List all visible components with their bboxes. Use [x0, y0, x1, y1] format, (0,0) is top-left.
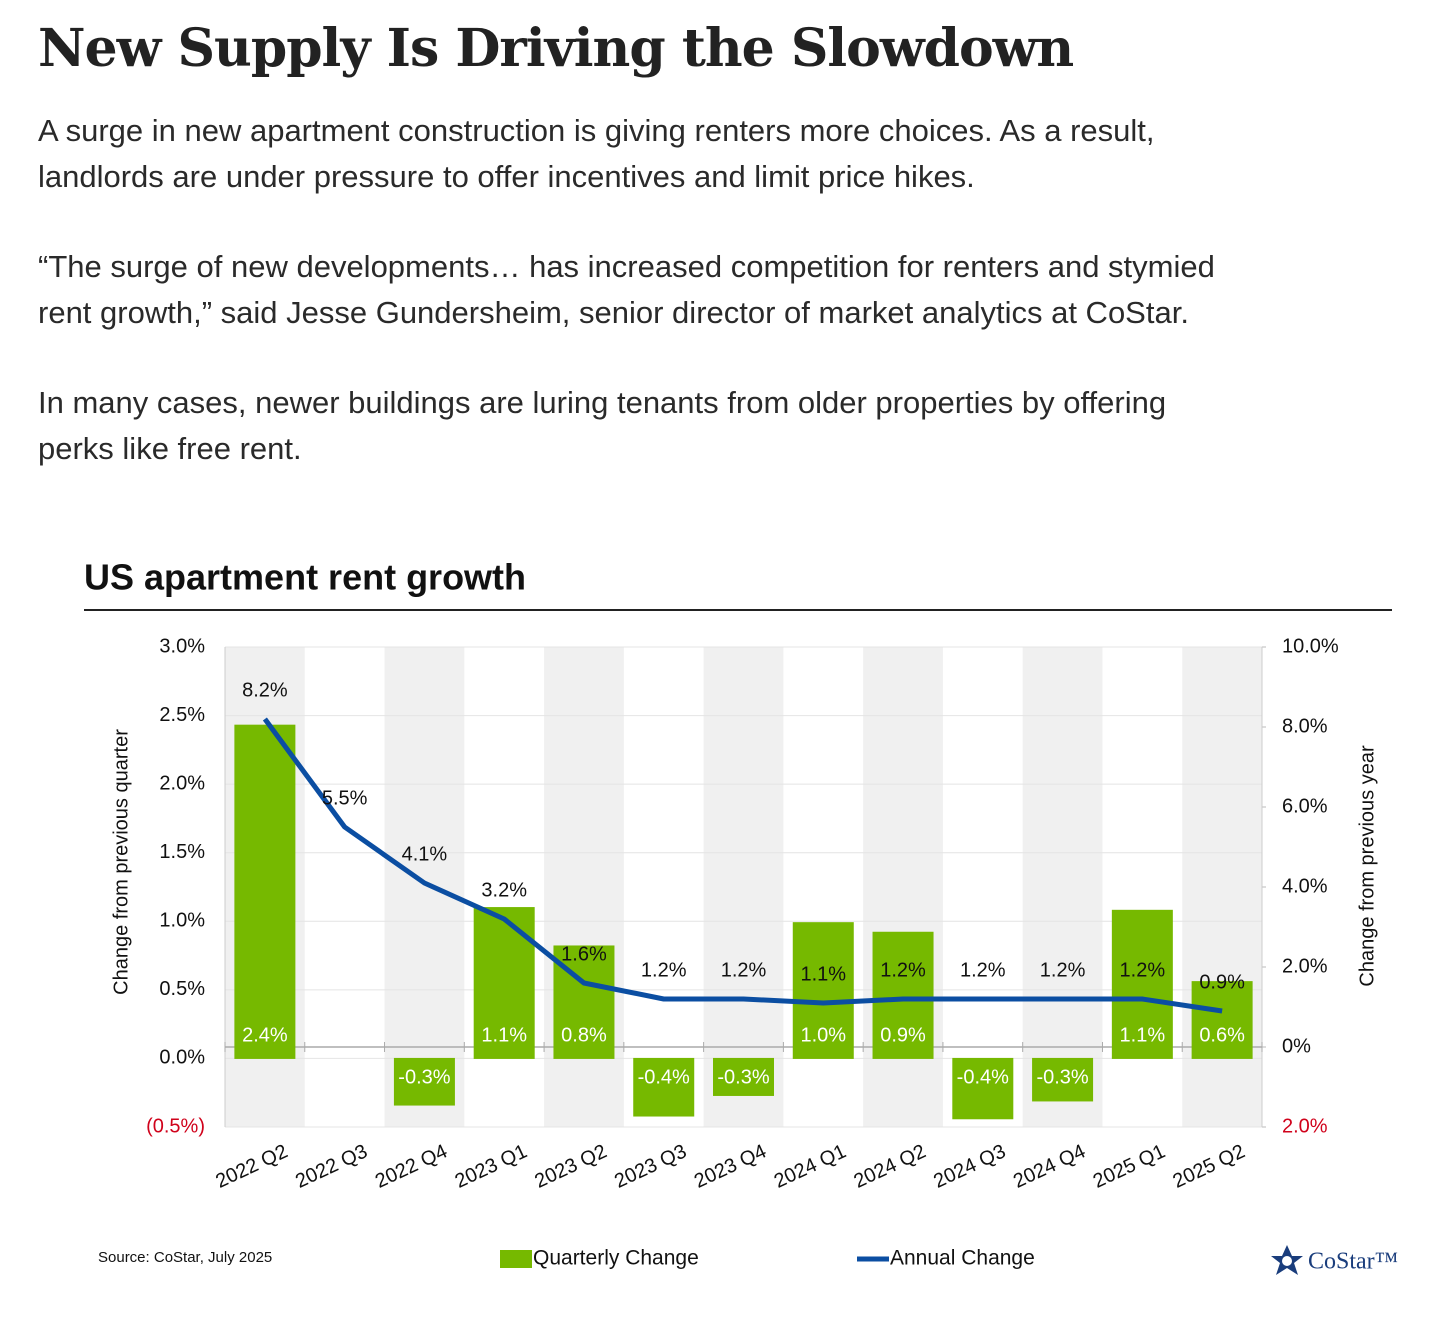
- stripe: [1022, 647, 1103, 1127]
- bar-label: -0.4%: [957, 1067, 1009, 1089]
- bar-label: 1.0%: [800, 1025, 846, 1047]
- stripe: [703, 647, 784, 1127]
- line-label: 1.6%: [561, 943, 607, 965]
- x-tick-label: 2024 Q2: [851, 1140, 930, 1192]
- x-tick-label: 2025 Q2: [1170, 1140, 1249, 1192]
- line: landlords are under pressure to offer in…: [38, 159, 975, 194]
- x-tick-label: 2024 Q4: [1010, 1140, 1089, 1192]
- bar: [792, 922, 854, 1059]
- bar: [1191, 981, 1253, 1059]
- y2-tick-label: 8.0%: [1282, 715, 1328, 737]
- x-tick-label: 2024 Q3: [930, 1140, 1009, 1192]
- bar-label: 0.8%: [561, 1025, 607, 1047]
- x-tick-label: 2023 Q2: [531, 1140, 610, 1192]
- bar-label: 1.1%: [481, 1025, 527, 1047]
- line-label: 1.2%: [641, 959, 687, 981]
- y-axis-title: Change from previous quarter: [110, 729, 132, 995]
- bar: [234, 724, 296, 1059]
- line: [262, 717, 1223, 1014]
- logo-icon: [1271, 1245, 1303, 1275]
- y-tick-label: 1.0%: [159, 910, 205, 932]
- chart-title: US apartment rent growth: [84, 557, 526, 598]
- line-label: 1.2%: [880, 959, 926, 981]
- bar-label: -0.3%: [1036, 1067, 1088, 1089]
- bar: [633, 1057, 695, 1117]
- y2-axis-title: Change from previous year: [1356, 745, 1378, 987]
- bar: [952, 1057, 1014, 1120]
- line-label: 1.1%: [800, 963, 846, 985]
- y2-tick-label: 6.0%: [1282, 795, 1328, 817]
- x-tick-label: 2023 Q4: [691, 1140, 770, 1192]
- article-title: New Supply Is Driving the Slowdown: [38, 18, 1074, 79]
- logo: CoStar™: [1308, 1249, 1398, 1275]
- bar-label: -0.3%: [398, 1067, 450, 1089]
- bar-label: -0.4%: [638, 1067, 690, 1089]
- y-tick-label: 2.5%: [159, 704, 205, 726]
- stripe: [384, 647, 465, 1127]
- legend-label: Annual Change: [890, 1247, 1035, 1270]
- line-label: 5.5%: [322, 787, 368, 809]
- legend-label: Quarterly Change: [533, 1247, 699, 1270]
- bar: [713, 1057, 774, 1096]
- bar: [872, 931, 934, 1059]
- y-tick-label: 0.5%: [159, 978, 205, 1000]
- y2-tick-label: 10.0%: [1282, 635, 1339, 657]
- line: In many cases, newer buildings are lurin…: [38, 385, 1167, 420]
- x-tick-label: 2023 Q1: [452, 1140, 531, 1192]
- bar: [1032, 1057, 1094, 1102]
- line: “The surge of new developments… has incr…: [38, 249, 1215, 284]
- line: A surge in new apartment construction is…: [38, 113, 1155, 148]
- bar-label: -0.3%: [717, 1067, 769, 1089]
- line-label: 0.9%: [1199, 971, 1245, 993]
- line-label: 3.2%: [481, 879, 527, 901]
- x-tick-label: 2022 Q4: [372, 1140, 451, 1192]
- line-label: 1.2%: [960, 959, 1006, 981]
- bar: [393, 1057, 455, 1106]
- y2-tick-label: 2.0%: [1282, 1115, 1328, 1137]
- bar-label: 2.4%: [242, 1025, 288, 1047]
- y-tick-label: 3.0%: [159, 635, 205, 657]
- bar-label: 0.9%: [880, 1025, 926, 1047]
- y2-tick-label: 2.0%: [1282, 955, 1328, 977]
- line-label: 8.2%: [242, 679, 288, 701]
- line-label: 1.2%: [721, 959, 767, 981]
- legend-swatch: [500, 1250, 532, 1268]
- line-label: 4.1%: [402, 843, 448, 865]
- y-tick-label: 0.0%: [159, 1047, 205, 1069]
- bar-label: 0.6%: [1199, 1025, 1245, 1047]
- x-tick-label: 2023 Q3: [611, 1140, 690, 1192]
- y-tick-label: 1.5%: [159, 841, 205, 863]
- y-tick-label: 2.0%: [159, 772, 205, 794]
- paragraph: In many cases, newer buildings are lurin…: [38, 380, 1166, 472]
- x-tick-label: 2025 Q1: [1090, 1140, 1169, 1192]
- line: rent growth,” said Jesse Gundersheim, se…: [38, 295, 1189, 330]
- y2-tick-label: 4.0%: [1282, 875, 1328, 897]
- paragraph: “The surge of new developments… has incr…: [38, 244, 1215, 336]
- bar-label: 1.1%: [1120, 1025, 1166, 1047]
- paragraph: A surge in new apartment construction is…: [38, 108, 1155, 200]
- line: perks like free rent.: [38, 431, 302, 466]
- x-tick-label: 2022 Q2: [212, 1140, 291, 1192]
- line-label: 1.2%: [1040, 959, 1086, 981]
- line-label: 1.2%: [1120, 959, 1166, 981]
- y2-tick-label: 0%: [1282, 1035, 1311, 1057]
- source: Source: CoStar, July 2025: [98, 1249, 272, 1266]
- x-tick-label: 2024 Q1: [771, 1140, 850, 1192]
- y-tick-label: (0.5%): [146, 1115, 205, 1137]
- plot-background: [225, 646, 1262, 1128]
- bar: [1111, 909, 1173, 1059]
- x-tick-label: 2022 Q3: [292, 1140, 371, 1192]
